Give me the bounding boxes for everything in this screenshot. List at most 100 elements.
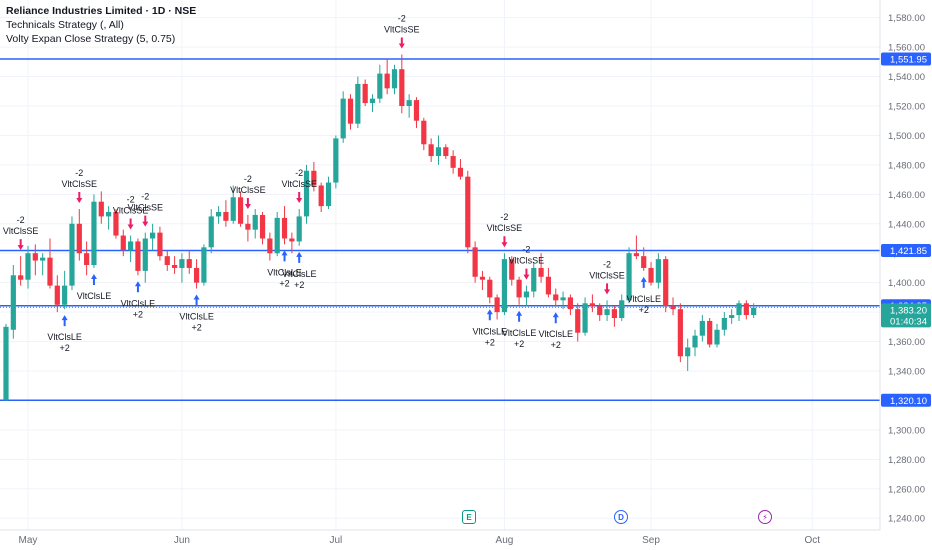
signal-buy: VltClsLE+2 bbox=[282, 251, 316, 290]
price-tick-label: 1,560.00 bbox=[888, 43, 925, 54]
candle-body bbox=[369, 98, 376, 104]
symbol-title[interactable]: Reliance Industries Limited · 1D · NSE bbox=[6, 5, 197, 17]
candle bbox=[289, 232, 295, 254]
candle-body bbox=[325, 182, 332, 207]
candle-body bbox=[457, 167, 464, 177]
candle-body bbox=[318, 185, 324, 207]
signal-label: +2 bbox=[191, 323, 201, 333]
price-axis-bg bbox=[880, 0, 932, 550]
candle bbox=[54, 275, 60, 313]
candle bbox=[274, 212, 280, 257]
signal-label: VltClsLE bbox=[267, 267, 302, 277]
candle bbox=[619, 294, 625, 321]
price-tick-label: 1,500.00 bbox=[888, 131, 925, 142]
candle bbox=[611, 306, 617, 327]
signal-label: +2 bbox=[60, 343, 70, 353]
candle bbox=[186, 250, 192, 274]
candle bbox=[736, 300, 742, 321]
time-tick-label: Jul bbox=[329, 535, 342, 546]
candle-body bbox=[245, 223, 251, 230]
candle bbox=[729, 309, 735, 324]
signal-label: +2 bbox=[279, 278, 289, 288]
candles bbox=[3, 54, 757, 401]
buy-arrow-icon bbox=[134, 281, 141, 293]
time-axis[interactable]: May Jun Jul Aug Sep Oct bbox=[0, 529, 880, 546]
candle bbox=[32, 244, 38, 276]
candle-body bbox=[641, 256, 647, 268]
candle bbox=[435, 135, 442, 165]
candle-body bbox=[18, 275, 24, 280]
candle-body bbox=[54, 285, 60, 305]
candle-body bbox=[729, 315, 735, 318]
candle bbox=[384, 58, 390, 95]
candle-body bbox=[399, 69, 405, 106]
candle-body bbox=[633, 253, 639, 257]
signal-label: VltClsLE bbox=[47, 332, 82, 342]
last-price-text: 1,383.20 bbox=[890, 305, 927, 316]
candle-body bbox=[135, 241, 141, 271]
candle bbox=[538, 253, 544, 283]
candle bbox=[252, 209, 258, 239]
candle bbox=[296, 209, 302, 246]
candle bbox=[215, 206, 222, 224]
candle-body bbox=[10, 275, 16, 330]
candle bbox=[230, 185, 236, 224]
candle-body bbox=[751, 307, 757, 316]
candle-body bbox=[340, 98, 346, 139]
candle bbox=[648, 262, 654, 286]
candle-body bbox=[692, 335, 698, 348]
candle-body bbox=[281, 217, 288, 239]
candle-body bbox=[494, 297, 500, 313]
candle-body bbox=[347, 98, 354, 124]
candle bbox=[223, 200, 229, 227]
signal-label: VltClsLE bbox=[502, 328, 537, 338]
candle-body bbox=[509, 259, 515, 280]
candle bbox=[450, 150, 456, 174]
signal-label: VltClsSE bbox=[384, 24, 420, 34]
buy-arrow-icon bbox=[516, 310, 523, 322]
price-tick-label: 1,480.00 bbox=[888, 160, 925, 171]
candle-body bbox=[553, 294, 559, 301]
candle-body bbox=[604, 309, 610, 316]
candle-body bbox=[685, 347, 691, 357]
candle-body bbox=[3, 326, 9, 401]
price-tick-label: 1,340.00 bbox=[888, 367, 925, 378]
price-tick-label: 1,400.00 bbox=[888, 278, 925, 289]
candle bbox=[677, 303, 683, 363]
candle bbox=[340, 91, 346, 143]
signal-label: VltClsSE bbox=[3, 226, 39, 236]
signal-label: -2 bbox=[295, 168, 303, 178]
candle-body bbox=[362, 83, 368, 104]
candle bbox=[707, 318, 713, 348]
candle bbox=[281, 206, 288, 245]
candle bbox=[84, 241, 90, 276]
price-tick-label: 1,360.00 bbox=[888, 337, 925, 348]
candle-body bbox=[128, 241, 134, 251]
candle bbox=[582, 297, 588, 336]
split-badge-icon[interactable]: ⚡ bbox=[758, 510, 772, 524]
candle bbox=[362, 79, 368, 106]
candle bbox=[670, 297, 676, 316]
indicator-volty[interactable]: Volty Expan Close Strategy (5, 0.75) bbox=[6, 33, 176, 45]
price-axis[interactable]: 1,240.001,260.001,280.001,300.001,320.00… bbox=[879, 0, 932, 550]
indicator-technicals[interactable]: Technicals Strategy (, All) bbox=[6, 19, 124, 31]
candle bbox=[663, 256, 669, 313]
candle bbox=[641, 247, 647, 271]
last-price-bg bbox=[881, 303, 931, 328]
dividend-badge-icon[interactable]: D bbox=[614, 510, 628, 524]
signal-buy: VltClsLE+2 bbox=[47, 315, 82, 353]
candle bbox=[259, 212, 266, 245]
candle-body bbox=[567, 297, 574, 310]
signal-label: VltClsSE bbox=[128, 203, 164, 213]
signal-label: VltClsLE bbox=[473, 326, 508, 336]
candle-body bbox=[267, 238, 273, 254]
earnings-badge-icon[interactable]: E bbox=[462, 510, 476, 524]
candle-body bbox=[736, 303, 742, 316]
candle bbox=[347, 94, 354, 130]
candle-body bbox=[303, 170, 310, 217]
buy-arrow-icon bbox=[61, 315, 68, 327]
